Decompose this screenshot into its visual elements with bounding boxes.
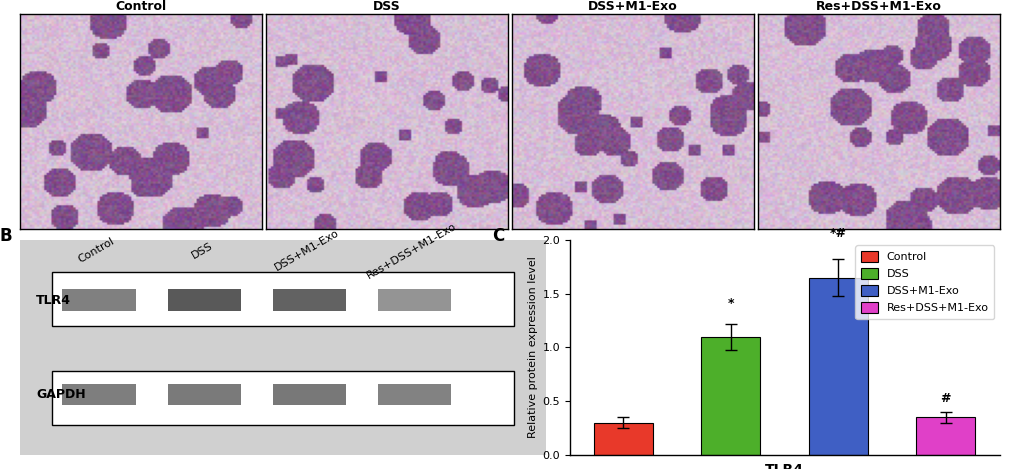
- Title: DSS+M1-Exo: DSS+M1-Exo: [588, 0, 678, 13]
- X-axis label: TLR4: TLR4: [764, 462, 803, 469]
- Bar: [915, 417, 974, 455]
- Bar: [52, 371, 514, 425]
- Text: DSS: DSS: [190, 241, 214, 261]
- Title: DSS: DSS: [373, 0, 400, 13]
- Bar: [167, 384, 240, 406]
- Text: *: *: [727, 297, 734, 310]
- Bar: [272, 384, 345, 406]
- Bar: [52, 272, 514, 326]
- Text: Res+DSS+M1-Exo: Res+DSS+M1-Exo: [365, 221, 459, 280]
- Text: #: #: [940, 393, 950, 406]
- Bar: [377, 289, 450, 311]
- Bar: [272, 289, 345, 311]
- Bar: [808, 278, 867, 455]
- Title: Res+DSS+M1-Exo: Res+DSS+M1-Exo: [815, 0, 941, 13]
- Text: Control: Control: [76, 236, 116, 265]
- Bar: [377, 384, 450, 406]
- Text: B: B: [0, 227, 12, 245]
- Text: *#: *#: [829, 227, 846, 240]
- Bar: [593, 423, 652, 455]
- Bar: [167, 289, 240, 311]
- Bar: [62, 289, 136, 311]
- Title: Control: Control: [115, 0, 166, 13]
- Text: C: C: [492, 227, 504, 245]
- Y-axis label: Relative protein expression level: Relative protein expression level: [528, 257, 538, 439]
- Text: GAPDH: GAPDH: [36, 388, 86, 401]
- Bar: [62, 384, 136, 406]
- Bar: [701, 337, 760, 455]
- Legend: Control, DSS, DSS+M1-Exo, Res+DSS+M1-Exo: Control, DSS, DSS+M1-Exo, Res+DSS+M1-Exo: [855, 245, 994, 319]
- Text: DSS+M1-Exo: DSS+M1-Exo: [273, 228, 340, 273]
- Text: TLR4: TLR4: [36, 294, 71, 307]
